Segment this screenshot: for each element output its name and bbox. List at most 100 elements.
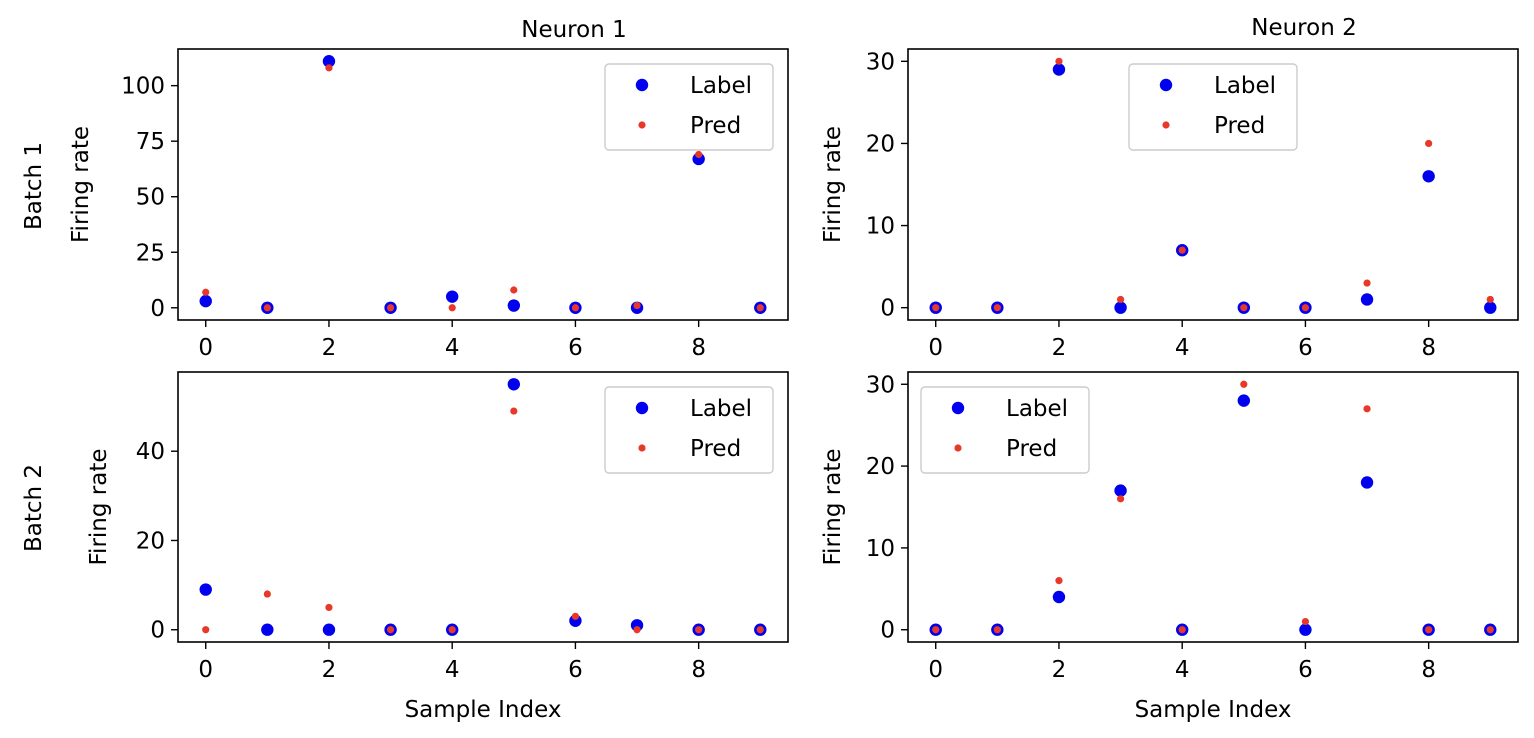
legend-marker-label	[1159, 78, 1173, 92]
point-pred	[263, 304, 271, 312]
point-pred	[386, 626, 395, 634]
y-tick-label: 20	[866, 131, 895, 157]
subplot-3: 0 2 4 6 8 0 20 40 Firing rate Sample Index Label Pr…	[86, 371, 789, 723]
x-tick-label: 4	[445, 335, 460, 361]
point-label	[1422, 170, 1435, 183]
y-tick-label: 50	[136, 185, 165, 211]
point-pred	[1301, 617, 1310, 626]
legend-label-label: Label	[690, 396, 752, 422]
point-pred	[510, 407, 518, 415]
legend-label-label: Label	[1006, 396, 1068, 422]
x-tick-label: 2	[1052, 657, 1067, 683]
legend: Label Pred	[1128, 63, 1298, 151]
point-label	[1052, 63, 1066, 76]
legend-label-pred: Pred	[1214, 113, 1265, 139]
legend-marker-pred	[1162, 121, 1170, 129]
point-pred	[263, 590, 271, 598]
subplot-1: 0 2 4 6 8 0 25 50 75 100 Firing rate Label Pred	[68, 48, 789, 361]
legend-marker-pred	[954, 444, 962, 452]
axes-frame	[177, 48, 789, 321]
y-tick-label: 20	[136, 528, 165, 554]
x-tick-label: 0	[198, 335, 213, 361]
y-axis-label: Firing rate	[86, 449, 112, 566]
y-tick-label: 30	[866, 372, 895, 398]
x-tick-label: 0	[198, 657, 213, 683]
y-tick-label: 75	[136, 129, 165, 155]
point-pred	[932, 626, 940, 634]
point-pred	[325, 64, 333, 72]
column-title-neuron-1: Neuron 1	[521, 17, 626, 43]
point-label	[1237, 394, 1251, 407]
point-label	[322, 55, 336, 68]
legend-label-label: Label	[690, 73, 752, 99]
y-axis-label: Firing rate	[820, 126, 846, 243]
x-tick-label: 2	[1052, 335, 1067, 361]
point-pred	[386, 304, 395, 312]
x-axis-label: Sample Index	[1135, 697, 1292, 723]
point-pred	[1116, 295, 1125, 304]
point-pred	[1363, 279, 1371, 287]
y-tick-label: 0	[150, 296, 165, 322]
x-tick-label: 6	[1298, 657, 1313, 683]
point-label	[261, 623, 274, 636]
point-pred	[448, 304, 456, 312]
x-tick-label: 8	[691, 335, 706, 361]
point-pred	[510, 286, 518, 294]
axes-frame	[177, 371, 789, 643]
x-tick-label: 6	[1298, 335, 1313, 361]
point-label	[1299, 623, 1312, 636]
point-pred	[756, 304, 764, 312]
x-tick-label: 0	[928, 657, 943, 683]
point-label	[445, 290, 459, 303]
y-tick-label: 0	[880, 618, 895, 644]
y-axis-label: Firing rate	[820, 449, 846, 566]
x-tick-label: 6	[568, 657, 583, 683]
point-label	[199, 583, 212, 596]
point-pred	[448, 626, 456, 634]
point-pred	[1178, 626, 1186, 634]
legend: Label Pred	[604, 386, 774, 474]
y-tick-label: 20	[866, 454, 895, 480]
point-label	[1360, 293, 1374, 306]
legend-marker-label	[951, 401, 965, 415]
legend-label-label: Label	[1214, 73, 1276, 99]
point-pred	[1116, 495, 1125, 503]
legend-marker-pred	[638, 444, 646, 452]
point-pred	[756, 626, 764, 634]
x-axis-label: Sample Index	[405, 697, 562, 723]
x-tick-label: 8	[691, 657, 706, 683]
point-pred	[932, 304, 940, 312]
point-label	[1114, 484, 1127, 497]
legend-marker-label	[635, 78, 649, 92]
x-tick-label: 4	[445, 657, 460, 683]
x-tick-label: 8	[1421, 335, 1436, 361]
point-pred	[993, 304, 1001, 312]
x-tick-label: 4	[1175, 335, 1190, 361]
point-pred	[1240, 304, 1248, 312]
x-tick-label: 6	[568, 335, 583, 361]
x-tick-label: 0	[928, 335, 943, 361]
row-label-batch-2: Batch 2	[21, 464, 47, 552]
legend-marker-pred	[638, 121, 646, 129]
point-label	[507, 299, 521, 312]
y-tick-label: 100	[121, 74, 165, 100]
point-pred	[571, 304, 580, 312]
legend: Label Pred	[604, 63, 774, 151]
legend-marker-label	[635, 401, 649, 415]
point-pred	[1055, 57, 1063, 65]
x-tick-label: 2	[322, 657, 337, 683]
axes-frame	[907, 371, 1519, 643]
x-tick-label: 2	[322, 335, 337, 361]
point-label	[1052, 590, 1066, 604]
legend: Label Pred	[920, 386, 1090, 474]
point-pred	[993, 626, 1001, 634]
point-pred	[633, 301, 641, 310]
row-label-batch-1: Batch 1	[21, 142, 47, 230]
legend-label-pred: Pred	[690, 113, 741, 139]
y-tick-label: 10	[866, 536, 895, 562]
point-pred	[202, 626, 210, 634]
point-pred	[571, 612, 580, 620]
point-pred	[1363, 405, 1371, 413]
